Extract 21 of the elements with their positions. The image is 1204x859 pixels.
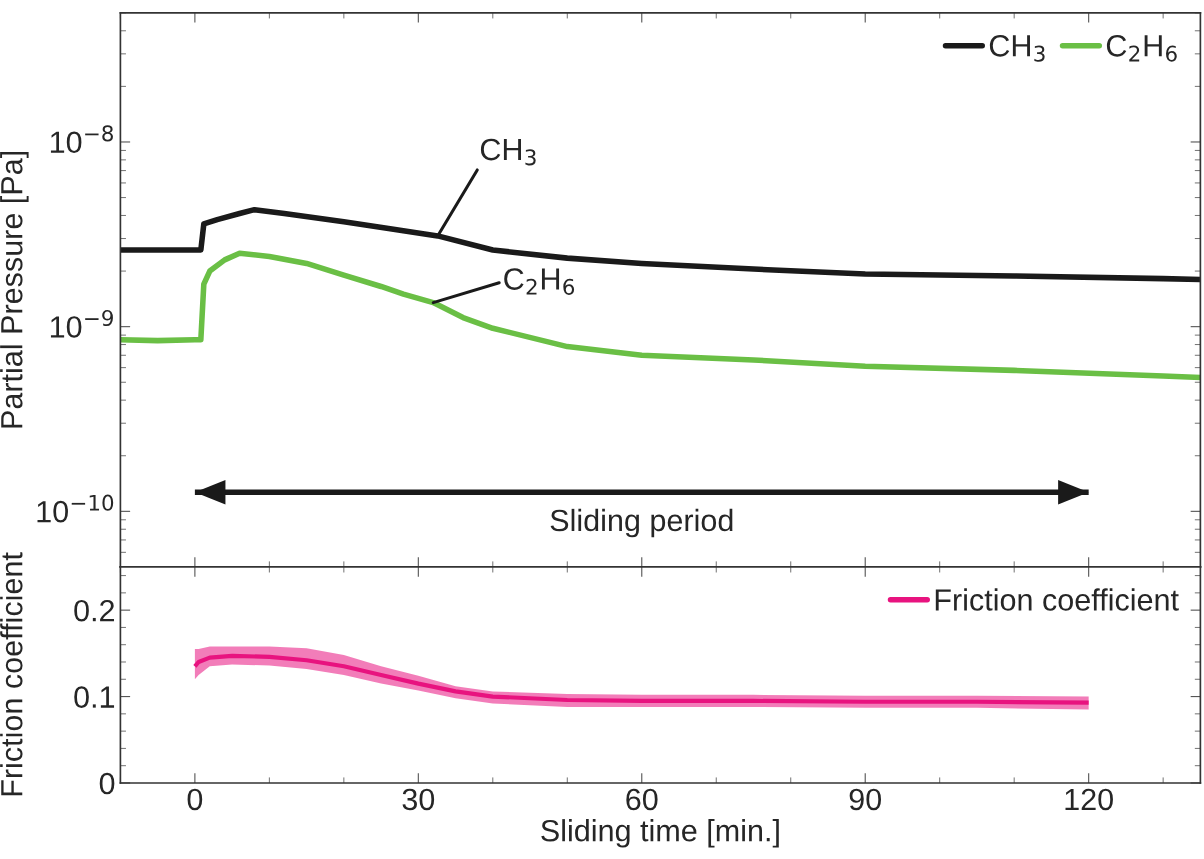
y-tick-label: 10$^{−10}$ (37, 494, 114, 523)
annotation: CH$_{3}$ (480, 138, 536, 166)
x-tick-label: 30 (402, 788, 435, 811)
line-series (192, 653, 1091, 705)
x-tick-label: 60 (626, 788, 658, 811)
x-tick-label: 0 (187, 788, 203, 811)
x-tick-label: 90 (849, 788, 882, 811)
x-tick-label: 120 (1065, 788, 1113, 811)
y-tick-label: 0.1 (74, 686, 115, 708)
y-tick-label: 0 (99, 772, 115, 795)
annotation: C$_{2}$H$_{6}$ (504, 268, 575, 295)
y-tick-label: 10$^{−8}$ (50, 125, 113, 154)
x-axis-title: Sliding time [min.] (541, 819, 779, 848)
legend-label: Friction coefficient (935, 588, 1179, 611)
legend-label: CH$_{3}$ (989, 35, 1045, 62)
y-axis-title: Partial Pressure [Pa] (0, 151, 29, 428)
y-axis-title: Friction coefficient (0, 552, 23, 796)
y-tick-label: 10$^{−9}$ (50, 309, 113, 338)
y-tick-label: 0.2 (74, 599, 115, 622)
legend-label: C$_{2}$H$_{6}$ (1106, 35, 1177, 62)
annotation: Sliding period (550, 508, 733, 538)
